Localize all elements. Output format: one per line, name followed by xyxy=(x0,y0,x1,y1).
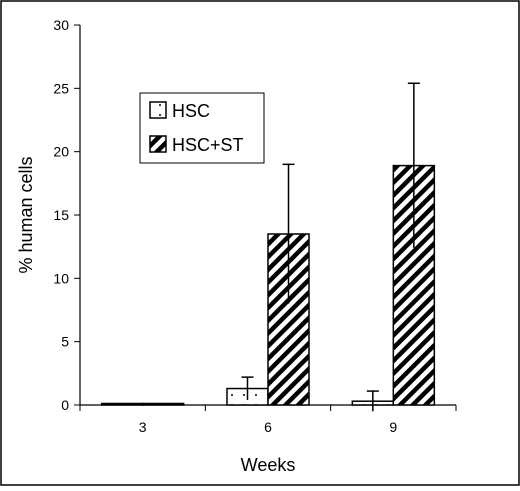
x-tick-label: 3 xyxy=(139,419,147,435)
x-tick-label: 9 xyxy=(389,419,397,435)
bars xyxy=(100,164,436,406)
y-tick-label: 0 xyxy=(61,397,69,413)
legend-swatch-hsc-st xyxy=(149,135,167,153)
y-axis-title: % human cells xyxy=(16,156,36,273)
y-tick-label: 30 xyxy=(53,17,69,33)
y-tick-label: 10 xyxy=(53,270,69,286)
y-tick-label: 15 xyxy=(53,207,69,223)
legend: HSC HSC+ST xyxy=(139,92,265,164)
y-tick-label: 25 xyxy=(53,80,69,96)
bar-hsc xyxy=(100,402,144,406)
x-tick-label: 6 xyxy=(264,419,272,435)
bar-hsc-st xyxy=(141,402,185,406)
y-tick-label: 20 xyxy=(53,144,69,160)
legend-label-hsc: HSC xyxy=(172,101,210,121)
y-tick-label: 5 xyxy=(61,334,69,350)
legend-label-hsc-st: HSC+ST xyxy=(172,135,244,155)
error-bars xyxy=(241,82,420,412)
x-axis-title: Weeks xyxy=(241,455,296,475)
legend-swatch-hsc xyxy=(149,101,167,119)
